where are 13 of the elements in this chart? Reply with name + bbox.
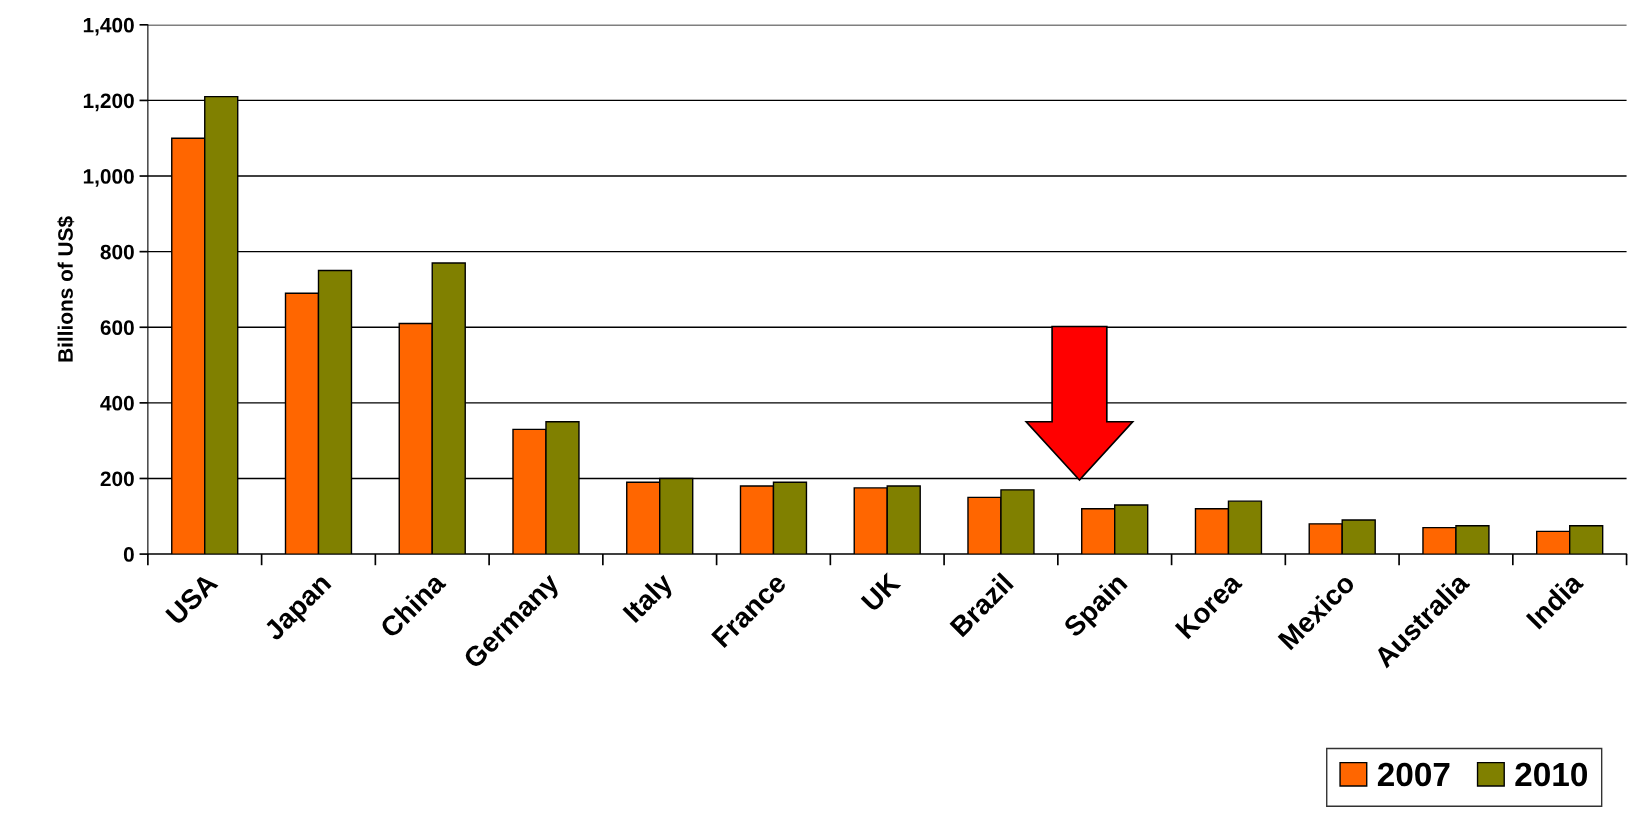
legend-label: 2007 [1377, 762, 1450, 787]
y-axis-title: Billions of US$ [57, 216, 75, 362]
legend-label: 2010 [1515, 762, 1587, 787]
y-tick-label: 200 [100, 471, 134, 487]
x-tick-label: USA [164, 571, 219, 626]
y-tick-label: 0 [123, 547, 134, 562]
y-tick-label: 400 [100, 395, 134, 411]
y-tick-label: 1,400 [83, 17, 134, 36]
x-tick-label: UK [860, 571, 902, 613]
y-tick-label: 1,000 [83, 169, 134, 187]
y-tick-label: 600 [100, 320, 134, 336]
y-tick-label: 800 [100, 244, 134, 260]
y-tick-label: 1,200 [83, 93, 134, 112]
